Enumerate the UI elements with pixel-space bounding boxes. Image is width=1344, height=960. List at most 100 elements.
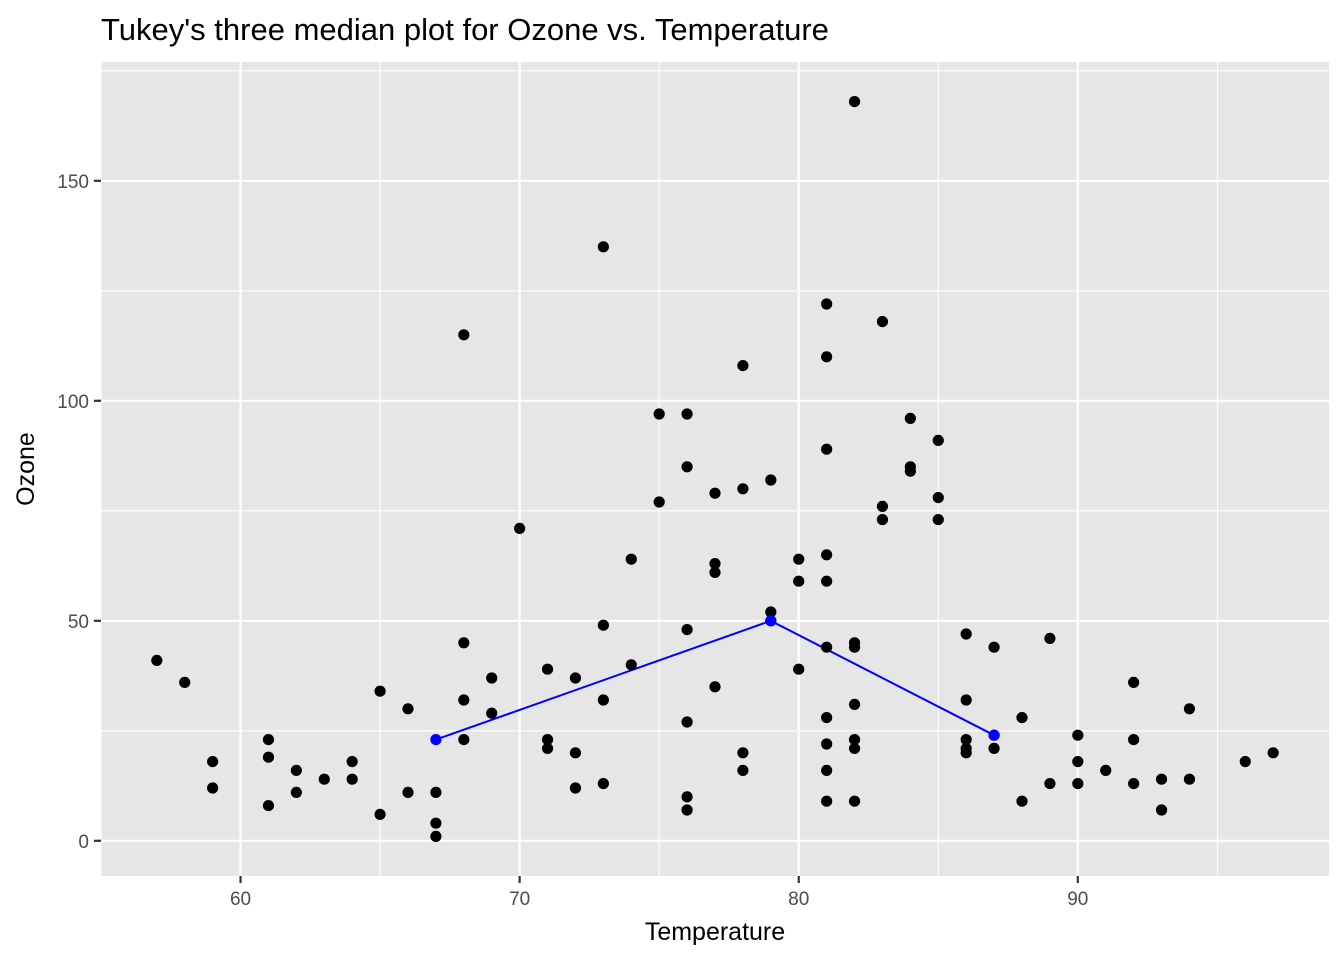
data-point (960, 747, 972, 759)
data-point (346, 773, 358, 785)
data-point (681, 716, 693, 728)
data-point (1072, 756, 1084, 768)
x-tick-label: 70 (509, 889, 530, 910)
y-tick-label: 100 (57, 392, 89, 413)
data-point (821, 575, 833, 587)
median-point (765, 615, 777, 627)
data-point (876, 514, 889, 526)
data-point (821, 712, 833, 724)
data-point (681, 624, 693, 636)
data-point (597, 778, 609, 790)
data-point (597, 619, 609, 631)
data-point (1072, 778, 1084, 790)
data-point (430, 830, 442, 843)
data-point (1044, 778, 1056, 790)
plot-panel (101, 62, 1329, 876)
data-point (821, 641, 833, 653)
data-point (151, 654, 163, 667)
data-point (458, 694, 470, 706)
data-point (625, 659, 637, 671)
data-point (346, 756, 358, 768)
data-point (848, 734, 861, 746)
data-point (709, 681, 721, 693)
data-point (290, 764, 302, 777)
data-point (1128, 734, 1140, 746)
data-point (821, 549, 833, 561)
data-point (876, 316, 889, 328)
tick-labels: 60 70 80 90 0 50 100 150 (57, 172, 1088, 910)
y-axis-title: Ozone (12, 432, 40, 506)
data-point (876, 500, 889, 512)
data-point (374, 685, 386, 697)
data-point (430, 786, 442, 799)
data-point (765, 606, 777, 618)
data-point (458, 637, 470, 649)
data-point (904, 465, 916, 477)
data-point (848, 698, 861, 711)
data-point (709, 487, 721, 499)
data-point (541, 663, 554, 675)
median-point (430, 734, 442, 746)
data-point (179, 676, 191, 689)
data-point (1183, 703, 1196, 715)
data-point (597, 241, 609, 253)
data-point (681, 804, 693, 816)
data-point (1239, 756, 1251, 768)
data-point (430, 817, 442, 829)
data-point (848, 96, 861, 108)
data-point (1016, 795, 1028, 807)
data-point (318, 773, 330, 785)
data-point (569, 782, 582, 794)
y-tick-label: 150 (57, 172, 89, 193)
data-point (904, 412, 916, 424)
data-point (1100, 764, 1112, 777)
median-point (988, 729, 1000, 741)
data-point (1183, 773, 1196, 785)
minor-gridlines (100, 62, 1329, 876)
data-point (988, 742, 1000, 755)
data-point (402, 786, 414, 799)
data-point (765, 474, 777, 486)
data-point (737, 360, 749, 372)
data-point (207, 756, 219, 768)
data-point (1155, 773, 1168, 785)
data-point (709, 558, 721, 570)
data-point (737, 764, 749, 777)
data-point (1044, 632, 1056, 645)
data-point (681, 408, 693, 420)
data-point (960, 628, 972, 640)
data-point (625, 553, 637, 565)
data-point (290, 786, 302, 799)
data-point (681, 461, 693, 473)
data-point (1128, 676, 1140, 689)
data-point (486, 707, 498, 719)
data-point (569, 747, 582, 759)
data-point (988, 641, 1000, 653)
data-point (1128, 778, 1140, 790)
x-tick-label: 60 (230, 889, 251, 910)
y-tick-label: 50 (68, 612, 89, 633)
data-point (737, 483, 749, 495)
data-point (1267, 747, 1279, 759)
points-layer (151, 96, 1279, 843)
data-point (541, 734, 554, 746)
x-axis-title: Temperature (645, 918, 785, 946)
data-point (569, 672, 582, 684)
data-point (793, 575, 805, 587)
data-point (458, 734, 470, 746)
data-point (1072, 729, 1084, 741)
data-point (458, 329, 470, 341)
data-point (960, 734, 972, 746)
x-tick-label: 80 (788, 889, 809, 910)
data-point (262, 751, 275, 763)
data-point (486, 672, 498, 684)
data-point (821, 298, 833, 310)
data-point (681, 791, 693, 803)
data-point (821, 795, 833, 807)
data-point (709, 566, 721, 579)
data-point (821, 351, 833, 363)
data-point (514, 522, 526, 535)
data-point (848, 742, 861, 755)
data-point (1016, 712, 1028, 724)
data-point (793, 553, 805, 565)
